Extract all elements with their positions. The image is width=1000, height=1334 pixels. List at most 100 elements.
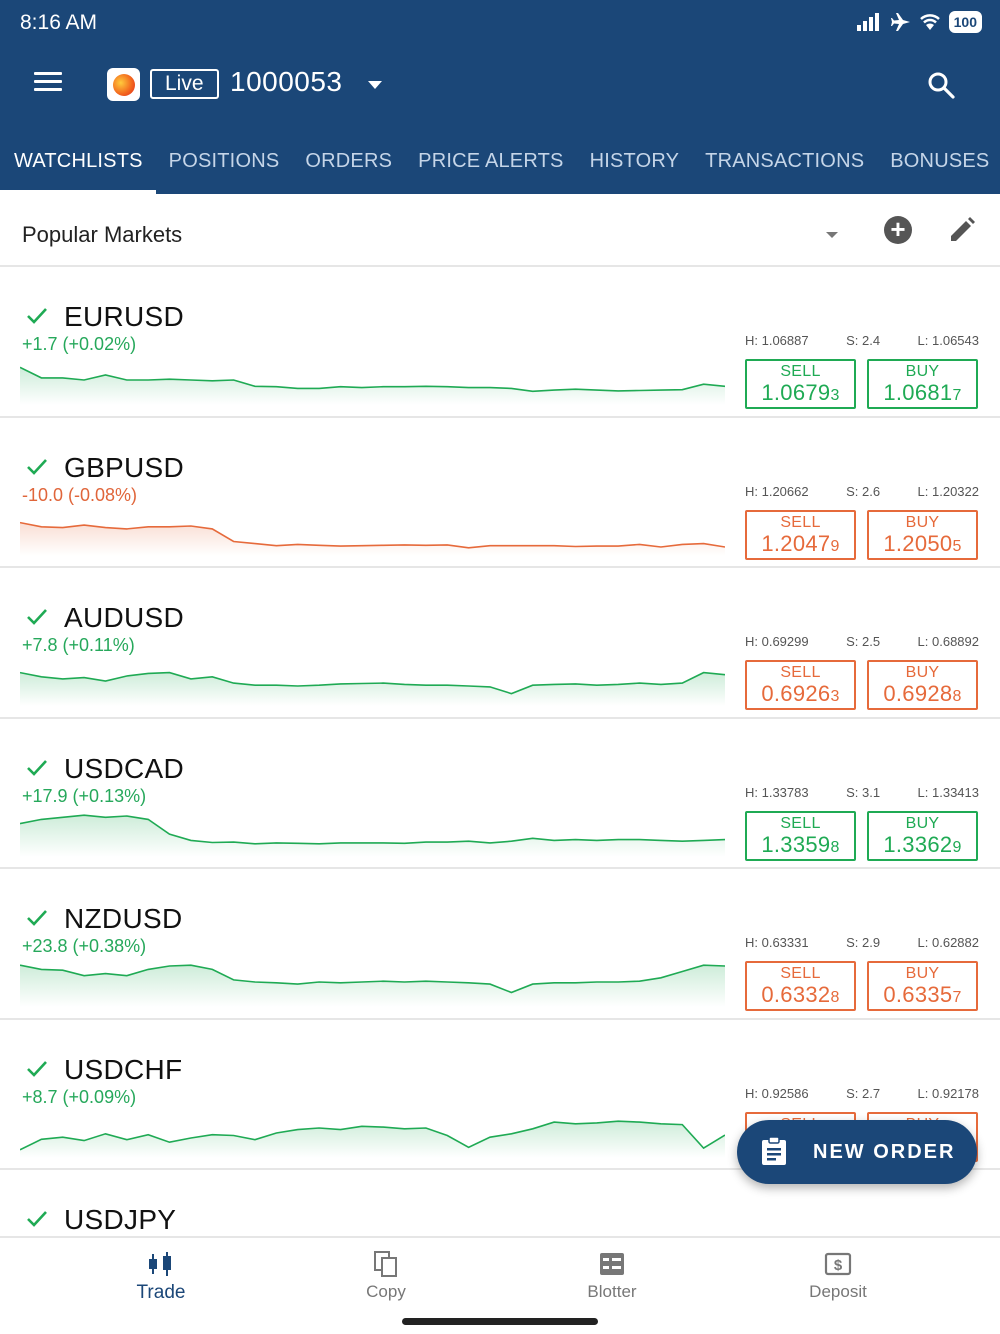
low-value: L: 0.92178 bbox=[917, 1085, 979, 1101]
buy-button[interactable]: BUY 0.69288 bbox=[867, 660, 978, 710]
account-number[interactable]: 1000053 bbox=[230, 66, 343, 97]
instrument-stats: H: 0.69299 S: 2.5 L: 0.68892 bbox=[745, 634, 979, 649]
buy-price: 1.20505 bbox=[883, 530, 962, 556]
instrument-row[interactable]: AUDUSD +7.8 (+0.11%) H: 0.69299 S: 2.5 L… bbox=[0, 568, 1000, 719]
instrument-row[interactable]: EURUSD +1.7 (+0.02%) H: 1.06887 S: 2.4 L… bbox=[0, 267, 1000, 418]
high-value: H: 1.06887 bbox=[745, 333, 809, 348]
sell-label: SELL bbox=[780, 664, 821, 681]
nav-deposit-label: Deposit bbox=[809, 1282, 867, 1301]
low-value: L: 1.33413 bbox=[917, 784, 979, 800]
low-value: L: 1.06543 bbox=[917, 333, 979, 348]
instrument-stats: H: 0.63331 S: 2.9 L: 0.62882 bbox=[745, 935, 979, 950]
sell-label: SELL bbox=[780, 513, 821, 531]
menu-icon[interactable] bbox=[34, 72, 62, 96]
instrument-symbol[interactable]: GBPUSD bbox=[64, 451, 185, 483]
sparkline-area bbox=[20, 1120, 725, 1158]
sparkline-area bbox=[20, 814, 725, 857]
svg-text:$: $ bbox=[834, 1257, 843, 1274]
status-time: 8:16 AM bbox=[20, 11, 98, 34]
instrument-symbol[interactable]: USDCAD bbox=[64, 752, 185, 784]
bottom-navigation: Trade Copy Blotter $ Deposit bbox=[0, 1236, 1000, 1334]
tab-price-alerts[interactable]: PRICE ALERTS bbox=[418, 150, 564, 172]
instrument-symbol[interactable]: AUDUSD bbox=[64, 602, 185, 633]
sparkline-line bbox=[20, 964, 725, 994]
edit-pencil-icon[interactable] bbox=[948, 216, 976, 244]
buy-button[interactable]: BUY 1.33629 bbox=[867, 810, 978, 861]
buy-label: BUY bbox=[905, 363, 940, 380]
tab-watchlists[interactable]: WATCHLISTS bbox=[0, 142, 156, 194]
sell-price: 0.69263 bbox=[761, 681, 840, 706]
spread-value: S: 2.6 bbox=[846, 483, 881, 499]
buy-price: 0.69288 bbox=[883, 681, 962, 706]
buy-button[interactable]: BUY 1.20505 bbox=[867, 509, 978, 560]
watchlist-selector: Popular Markets + bbox=[0, 194, 1000, 267]
tab-transactions[interactable]: TRANSACTIONS bbox=[705, 150, 865, 172]
new-order-button[interactable]: NEW ORDER bbox=[737, 1120, 977, 1184]
check-icon bbox=[27, 308, 47, 324]
sparkline-chart bbox=[20, 1119, 725, 1158]
high-value: H: 1.33783 bbox=[745, 784, 809, 800]
instrument-stats: H: 1.20662 S: 2.6 L: 1.20322 bbox=[745, 484, 979, 499]
nav-trade-label: Trade bbox=[136, 1282, 186, 1303]
sell-label: SELL bbox=[780, 363, 821, 380]
instrument-row[interactable]: NZDUSD +23.8 (+0.38%) H: 0.63331 S: 2.9 … bbox=[0, 869, 1000, 1020]
account-mode-badge[interactable]: Live bbox=[150, 69, 219, 99]
wifi-icon bbox=[919, 14, 940, 30]
check-icon bbox=[27, 1211, 47, 1227]
sell-price: 1.20479 bbox=[761, 530, 840, 556]
instrument-row[interactable]: USDCAD +17.9 (+0.13%) H: 1.33783 S: 3.1 … bbox=[0, 719, 1000, 869]
buy-label: BUY bbox=[905, 965, 940, 982]
tab-history[interactable]: HISTORY bbox=[589, 150, 680, 172]
sell-price: 0.63328 bbox=[761, 982, 840, 1007]
sell-button[interactable]: SELL 0.69263 bbox=[745, 660, 856, 710]
instrument-symbol[interactable]: NZDUSD bbox=[64, 903, 183, 934]
blotter-icon bbox=[600, 1253, 624, 1275]
tab-orders[interactable]: ORDERS bbox=[305, 150, 393, 172]
sparkline-line bbox=[20, 813, 725, 845]
add-icon[interactable]: + bbox=[884, 216, 912, 244]
instrument-change: +7.8 (+0.11%) bbox=[22, 635, 135, 655]
instrument-symbol[interactable]: EURUSD bbox=[64, 301, 185, 332]
sparkline-chart bbox=[20, 671, 725, 706]
instrument-change: +1.7 (+0.02%) bbox=[22, 334, 137, 354]
buy-button[interactable]: BUY 1.06817 bbox=[867, 359, 978, 409]
instrument-stats: H: 1.06887 S: 2.4 L: 1.06543 bbox=[745, 333, 979, 348]
status-icons: 100 bbox=[856, 11, 982, 33]
instrument-symbol[interactable]: USDCHF bbox=[64, 1053, 183, 1085]
spread-value: S: 2.4 bbox=[846, 333, 881, 348]
watchlist-dropdown-icon[interactable] bbox=[826, 232, 838, 238]
high-value: H: 1.20662 bbox=[745, 483, 809, 499]
new-order-label: NEW ORDER bbox=[813, 1141, 956, 1163]
candlestick-icon bbox=[149, 1252, 171, 1276]
instrument-symbol[interactable]: USDJPY bbox=[64, 1204, 177, 1235]
copy-icon bbox=[374, 1251, 397, 1277]
spread-value: S: 2.7 bbox=[846, 1085, 881, 1101]
low-value: L: 1.20322 bbox=[917, 483, 979, 499]
nav-trade[interactable]: Trade bbox=[81, 1250, 241, 1304]
search-icon[interactable] bbox=[926, 70, 956, 100]
sell-button[interactable]: SELL 1.06793 bbox=[745, 359, 856, 409]
sell-button[interactable]: SELL 0.63328 bbox=[745, 961, 856, 1011]
high-value: H: 0.92586 bbox=[745, 1085, 809, 1101]
sparkline-area bbox=[20, 965, 725, 1007]
instrument-row[interactable]: USDJPY bbox=[0, 1170, 1000, 1236]
sell-button[interactable]: SELL 1.33598 bbox=[745, 810, 856, 861]
instrument-row[interactable]: GBPUSD -10.0 (-0.08%) H: 1.20662 S: 2.6 … bbox=[0, 418, 1000, 568]
sparkline-area bbox=[20, 522, 725, 556]
sell-label: SELL bbox=[780, 814, 821, 832]
sparkline-chart bbox=[20, 521, 725, 556]
nav-copy[interactable]: Copy bbox=[306, 1250, 466, 1302]
low-value: L: 0.62882 bbox=[917, 935, 979, 950]
tab-bonuses[interactable]: BONUSES bbox=[890, 150, 990, 172]
sell-price: 1.06793 bbox=[761, 380, 840, 405]
buy-price: 1.06817 bbox=[883, 380, 962, 405]
sell-button[interactable]: SELL 1.20479 bbox=[745, 509, 856, 560]
sparkline-line bbox=[20, 671, 725, 695]
instrument-change: -10.0 (-0.08%) bbox=[22, 484, 138, 505]
buy-button[interactable]: BUY 0.63357 bbox=[867, 961, 978, 1011]
nav-blotter[interactable]: Blotter bbox=[532, 1250, 692, 1302]
chevron-down-icon[interactable] bbox=[368, 81, 382, 89]
watchlist-title[interactable]: Popular Markets bbox=[22, 222, 183, 247]
nav-deposit[interactable]: $ Deposit bbox=[758, 1250, 918, 1302]
tab-positions[interactable]: POSITIONS bbox=[168, 150, 280, 172]
